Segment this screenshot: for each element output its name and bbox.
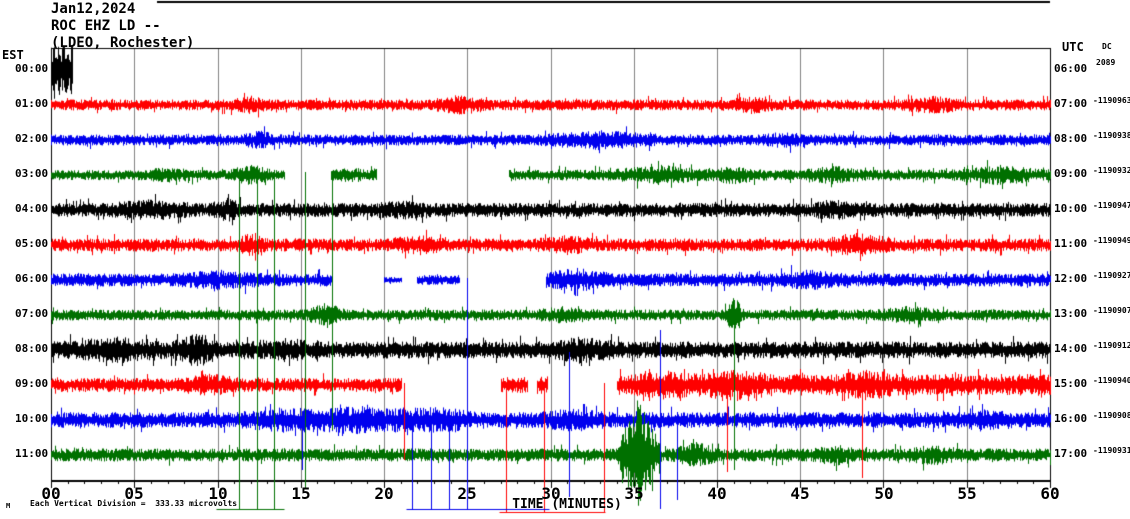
est-time-label: 09:00: [15, 377, 49, 390]
header-location: (LDEO, Rochester): [51, 35, 195, 51]
est-time-label: 03:00: [15, 167, 49, 180]
x-tick-label: 10: [208, 484, 228, 503]
x-tick-label: 35: [624, 484, 644, 503]
dc-offset-value: -1190927: [1093, 271, 1130, 280]
x-tick-label: 20: [374, 484, 394, 503]
x-tick-label: 05: [124, 484, 144, 503]
x-tick-label: 55: [957, 484, 977, 503]
right-axis-label: UTC: [1062, 40, 1084, 54]
footer-marker: M: [6, 502, 11, 510]
est-time-label: 06:00: [15, 272, 49, 285]
utc-time-label: 17:00: [1054, 447, 1088, 460]
est-time-label: 05:00: [15, 237, 49, 250]
x-tick-label: 30: [541, 484, 561, 503]
utc-time-label: 12:00: [1054, 272, 1088, 285]
left-axis-label: EST: [2, 48, 24, 62]
dc-offset-value: -1190947: [1093, 201, 1130, 210]
dc-offset-value: -1190938: [1093, 131, 1130, 140]
x-axis-title: TIME (MINUTES): [512, 497, 622, 512]
x-tick-label: 50: [874, 484, 894, 503]
dc-offset-value: -1190963: [1093, 96, 1130, 105]
utc-time-label: 06:00: [1054, 62, 1088, 75]
x-tick-label: 00: [41, 484, 61, 503]
est-time-label: 10:00: [15, 412, 49, 425]
dc-offset-value: -1190907: [1093, 306, 1130, 315]
x-tick-label: 25: [457, 484, 477, 503]
scale-text: Each Vertical Division = 333.33 microvol…: [30, 499, 238, 508]
est-time-label: 02:00: [15, 132, 49, 145]
utc-time-label: 16:00: [1054, 412, 1088, 425]
dc-offset-value: -1190912: [1093, 341, 1130, 350]
header-date: Jan12,2024: [51, 1, 136, 17]
dc-offset-value: -1190908: [1093, 411, 1130, 420]
dc-offset-value: -1190940: [1093, 376, 1130, 385]
utc-time-label: 14:00: [1054, 342, 1088, 355]
est-time-label: 11:00: [15, 447, 49, 460]
dc-offset-value: -1190931: [1093, 446, 1130, 455]
est-time-label: 07:00: [15, 307, 49, 320]
dc-offset-value: -1190949: [1093, 236, 1130, 245]
utc-time-label: 11:00: [1054, 237, 1088, 250]
est-time-label: 01:00: [15, 97, 49, 110]
utc-time-label: 09:00: [1054, 167, 1088, 180]
x-tick-label: 45: [790, 484, 810, 503]
dc-value: 2089: [1096, 58, 1116, 67]
dc-offset-value: -1190932: [1093, 166, 1130, 175]
est-time-label: 08:00: [15, 342, 49, 355]
est-time-label: 04:00: [15, 202, 49, 215]
est-time-label: 00:00: [15, 62, 49, 75]
header-station: ROC EHZ LD --: [51, 18, 161, 34]
x-tick-label: 40: [707, 484, 727, 503]
utc-time-label: 15:00: [1054, 377, 1088, 390]
utc-time-label: 08:00: [1054, 132, 1088, 145]
utc-time-label: 07:00: [1054, 97, 1088, 110]
utc-time-label: 13:00: [1054, 307, 1088, 320]
x-tick-label: 60: [1040, 484, 1060, 503]
x-tick-label: 15: [291, 484, 311, 503]
dc-label: DC: [1102, 42, 1112, 51]
utc-time-label: 10:00: [1054, 202, 1088, 215]
